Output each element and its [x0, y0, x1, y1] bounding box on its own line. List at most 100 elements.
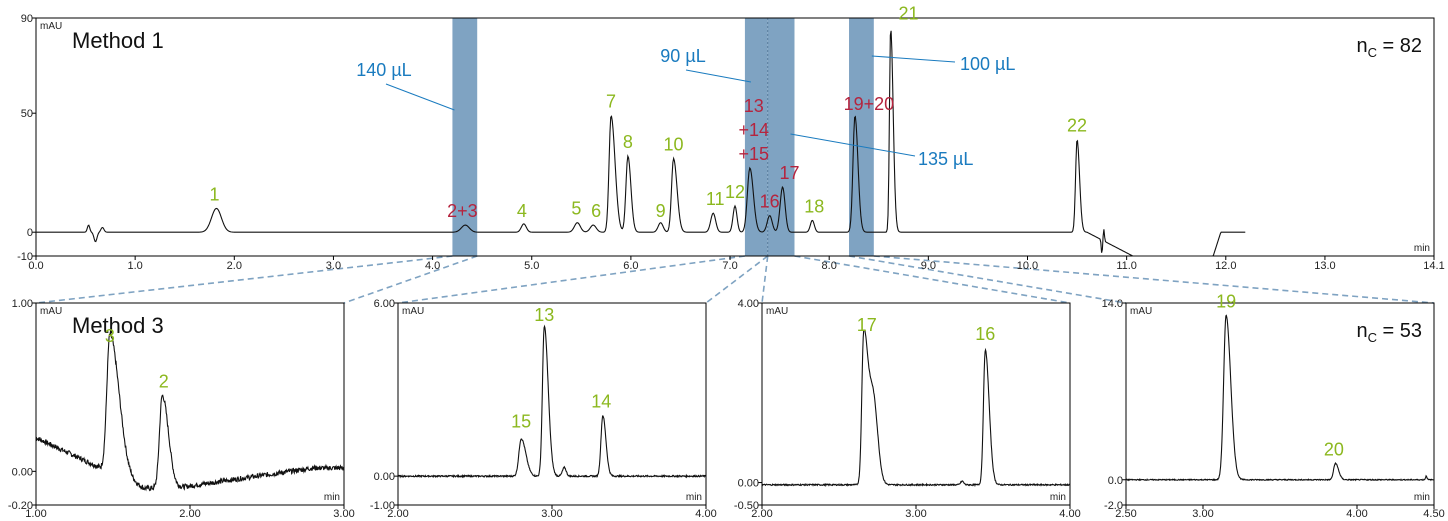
- y-tick-label: -1.00: [370, 500, 395, 512]
- fraction-volume-label: 90 µL: [660, 46, 705, 66]
- x-axis-unit: min: [1414, 243, 1430, 254]
- x-tick-label: 8.0: [822, 260, 837, 272]
- peak-label: 21: [898, 4, 918, 24]
- y-tick-label: 6.00: [374, 298, 395, 310]
- y-axis-unit: mAU: [40, 306, 62, 317]
- x-tick-label: 2.0: [227, 260, 242, 272]
- y-axis-unit: mAU: [766, 306, 788, 317]
- chromatogram-trace: [35, 330, 345, 492]
- x-tick-label: 3.00: [333, 508, 354, 520]
- fraction-leader-line: [685, 69, 752, 83]
- y-axis-unit: mAU: [1130, 306, 1152, 317]
- x-axis-unit: min: [324, 492, 340, 503]
- plot-frame: [35, 17, 1435, 257]
- peak-label-line: +14: [739, 120, 770, 140]
- x-tick-label: 13.0: [1314, 260, 1335, 272]
- fraction-connector-lines: [35, 255, 1435, 304]
- fraction-volume-label: 140 µL: [356, 60, 411, 80]
- x-tick-label: 2.00: [179, 508, 200, 520]
- chromatogram-trace: [761, 329, 1071, 488]
- y-tick-label: 50: [21, 108, 33, 120]
- peak-capacity-subscript: C: [1368, 330, 1377, 345]
- peak-label: 4: [517, 201, 527, 221]
- x-axis-unit: min: [1050, 492, 1066, 503]
- fraction-leader-line: [385, 83, 455, 111]
- peak-capacity-label: nC = 53: [1356, 320, 1422, 345]
- peak-label: 8: [623, 132, 633, 152]
- x-tick-label: 4.00: [695, 508, 716, 520]
- peak-label: 7: [606, 92, 616, 112]
- peak-capacity-value: = 82: [1377, 35, 1422, 57]
- plot-frame: [397, 302, 707, 506]
- peak-label: 5: [571, 199, 581, 219]
- x-tick-label: 9.0: [921, 260, 936, 272]
- panel-title: Method 1: [72, 28, 164, 53]
- peak-label: 16: [975, 324, 995, 344]
- x-tick-label: 0.0: [28, 260, 43, 272]
- peak-label: 20: [1324, 439, 1344, 459]
- x-tick-label: 3.00: [905, 508, 926, 520]
- connector-line: [873, 255, 1435, 304]
- x-tick-label: 4.00: [1059, 508, 1080, 520]
- peak-capacity-label: nC = 82: [1356, 35, 1422, 60]
- panel-title: Method 3: [72, 313, 164, 338]
- peak-capacity-symbol: n: [1356, 35, 1367, 57]
- chromatogram-trace: [36, 30, 1246, 257]
- x-tick-label: 2.00: [751, 508, 772, 520]
- x-tick-label: 4.00: [1346, 508, 1367, 520]
- peak-label: 14: [591, 392, 611, 412]
- x-tick-label: 1.0: [128, 260, 143, 272]
- peak-label: 2: [159, 372, 169, 392]
- fraction-volume-label: 135 µL: [918, 149, 973, 169]
- fraction2-chromatogram-panel: -1.00 0.00 6.00 2.00 3.00 4.00 mAU min 15 13 14: [370, 298, 717, 520]
- x-tick-label: 1.00: [25, 508, 46, 520]
- fraction-band: [767, 18, 795, 256]
- peak-capacity-value: = 53: [1377, 320, 1422, 342]
- x-tick-label: 6.0: [623, 260, 638, 272]
- peak-label: 11: [706, 189, 725, 209]
- x-tick-label: 10.0: [1017, 260, 1038, 272]
- peak-label-line: +15: [739, 144, 770, 164]
- chromatogram-trace: [1125, 314, 1435, 482]
- peak-label: 22: [1067, 115, 1087, 135]
- fraction-band: [744, 18, 768, 256]
- x-tick-label: 3.0: [326, 260, 341, 272]
- x-tick-label: 14.1: [1423, 260, 1444, 272]
- fraction-leader-line: [790, 133, 916, 157]
- peak-label-line: 13: [744, 96, 764, 116]
- y-tick-label: 0: [27, 227, 33, 239]
- y-tick-label: 0.00: [12, 466, 33, 478]
- x-tick-label: 5.0: [524, 260, 539, 272]
- fraction-volume-label: 100 µL: [960, 54, 1015, 74]
- x-tick-label: 2.50: [1115, 508, 1136, 520]
- peak-label: 3: [105, 326, 115, 346]
- x-tick-label: 11.0: [1116, 260, 1137, 272]
- peak-label: 17: [780, 163, 800, 183]
- y-tick-label: 0.00: [738, 478, 759, 490]
- fraction-band: [452, 18, 478, 256]
- connector-line: [848, 255, 1127, 304]
- peak-label: 19+20: [844, 94, 895, 114]
- connector-line: [343, 255, 478, 304]
- y-tick-label: 14.0: [1102, 298, 1123, 310]
- y-tick-label: -0.20: [8, 500, 33, 512]
- fraction3-chromatogram-panel: -0.50 0.00 4.00 2.00 3.00 4.00 mAU min 17 16: [734, 298, 1081, 520]
- peak-label: 10: [664, 134, 684, 154]
- x-tick-label: 3.00: [541, 508, 562, 520]
- plot-frame: [1125, 302, 1435, 506]
- peak-label: 1: [209, 184, 219, 204]
- connector-line: [397, 255, 746, 304]
- peak-label: 19: [1216, 292, 1236, 312]
- peak-capacity-subscript: C: [1368, 45, 1377, 60]
- y-tick-label: 0.00: [374, 471, 395, 483]
- connector-line: [761, 255, 769, 304]
- peak-label: 13 +14 +15: [739, 96, 770, 164]
- method1-chromatogram-panel: -10 0 50 90 0.0 1.0 2.0 3.0 4.0 5.0 6.0 7.0 8.0 9.0 10…: [17, 4, 1445, 272]
- x-axis-unit: min: [686, 492, 702, 503]
- connector-line: [705, 255, 769, 304]
- peak-label: 9: [656, 201, 666, 221]
- y-tick-label: -10: [17, 251, 33, 263]
- y-tick-label: -0.50: [734, 500, 759, 512]
- x-tick-label: 12.0: [1215, 260, 1236, 272]
